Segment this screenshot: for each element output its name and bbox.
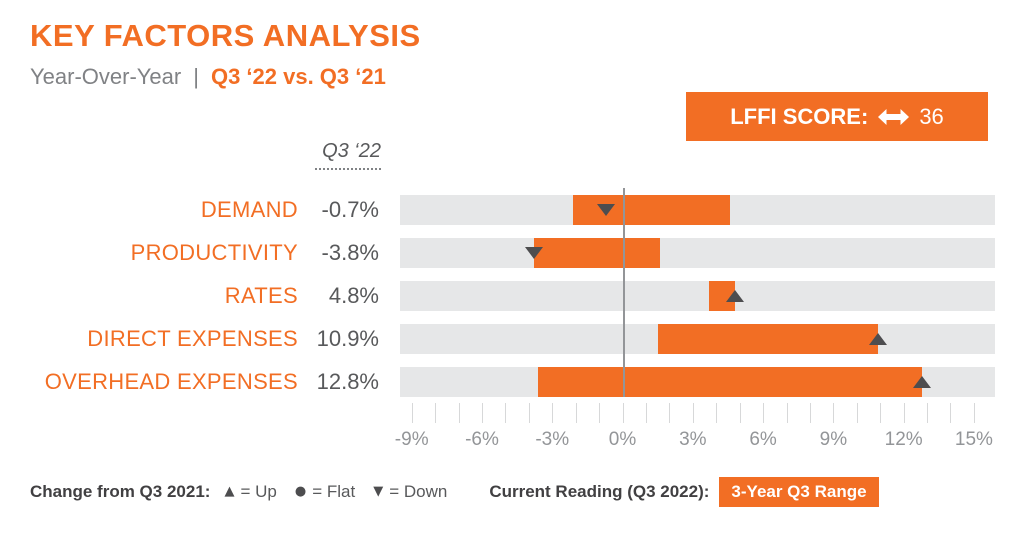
x-axis: -9% -6% -3% 0% 3% 6% 9% 12% 15% — [395, 403, 995, 458]
axis-tick — [435, 403, 437, 423]
range-track — [400, 367, 995, 397]
column-header-text: Q3 ‘22 — [322, 140, 381, 162]
range-track — [400, 195, 995, 225]
axis-tick — [927, 403, 929, 423]
chart-row: DEMAND -0.7% — [30, 195, 995, 225]
chart-row: OVERHEAD EXPENSES 12.8% — [30, 367, 995, 397]
axis-tick — [973, 403, 975, 423]
up-triangle-marker — [868, 333, 887, 345]
axis-tick — [692, 403, 694, 423]
range-track — [400, 281, 995, 311]
axis-tick — [505, 403, 507, 423]
axis-tick — [599, 403, 601, 423]
range-badge: 3-Year Q3 Range — [719, 476, 879, 507]
range-bar — [533, 238, 660, 268]
legend-item: ▼ = Down — [373, 482, 447, 502]
axis-tick-label: 3% — [679, 429, 707, 450]
axis-tick — [575, 403, 577, 423]
circle-icon: ● — [294, 484, 307, 499]
axis-tick-label: -6% — [465, 429, 499, 450]
factor-label: OVERHEAD EXPENSES — [44, 369, 298, 394]
down-triangle-icon: ▼ — [373, 484, 384, 499]
legend-item-text: = Up — [240, 481, 277, 501]
legend-item: ● = Flat — [295, 482, 355, 502]
chart-row: PRODUCTIVITY -3.8% — [30, 238, 995, 268]
range-bar — [538, 367, 923, 397]
axis-tick — [903, 403, 905, 423]
lffi-score-label: LFFI SCORE: — [730, 103, 869, 129]
legend-change-label: Change from Q3 2021: — [30, 481, 211, 501]
subtitle-comparison: Q3 ‘22 vs. Q3 ‘21 — [210, 64, 386, 89]
chart-row: DIRECT EXPENSES 10.9% — [30, 324, 995, 354]
axis-tick — [880, 403, 882, 423]
up-triangle-marker — [725, 290, 744, 302]
axis-tick-label: 6% — [749, 429, 777, 450]
legend-item: ▲ = Up — [224, 482, 276, 502]
factor-current-value: 4.8% — [328, 283, 379, 308]
axis-tick — [856, 403, 858, 423]
chart-row: RATES 4.8% — [30, 281, 995, 311]
axis-tick-label: -3% — [535, 429, 570, 450]
axis-tick — [809, 403, 811, 423]
subtitle-divider: | — [193, 64, 199, 89]
axis-tick-label: 0% — [608, 429, 637, 450]
dotted-rule — [315, 168, 381, 170]
legend-item-text: = Down — [389, 481, 448, 501]
up-triangle-marker — [913, 376, 932, 388]
lffi-score-value: 36 — [919, 103, 944, 129]
factor-current-value: -3.8% — [321, 240, 379, 265]
axis-tick — [950, 403, 952, 423]
factor-current-value: 10.9% — [316, 326, 379, 351]
axis-tick — [528, 403, 530, 423]
factor-label: PRODUCTIVITY — [130, 240, 298, 265]
factor-label: DEMAND — [200, 197, 298, 222]
axis-tick — [786, 403, 788, 423]
axis-tick — [458, 403, 460, 423]
axis-tick-label: 15% — [954, 429, 993, 450]
page-title: KEY FACTORS ANALYSIS — [30, 18, 421, 53]
axis-tick — [716, 403, 718, 423]
zero-axis-line — [622, 188, 625, 397]
axis-tick — [552, 403, 554, 423]
legend-marker-items: ▲ = Up ● = Flat ▼ = Down — [224, 482, 447, 502]
axis-tick-label: 9% — [819, 429, 848, 450]
up-triangle-icon: ▲ — [224, 484, 235, 499]
down-triangle-marker — [524, 247, 543, 259]
range-track — [400, 324, 995, 354]
axis-tick — [622, 403, 624, 423]
chart-rows: DEMAND -0.7% PRODUCTIVITY -3.8% RATES 4.8% DIR… — [30, 188, 995, 410]
factor-label: RATES — [224, 283, 298, 308]
axis-tick — [411, 403, 413, 423]
factor-current-value: 12.8% — [316, 369, 379, 394]
legend-current-label: Current Reading (Q3 2022): — [489, 481, 710, 501]
range-bar — [657, 324, 878, 354]
subtitle-period: Year-Over-Year — [30, 64, 182, 89]
axis-tick — [763, 403, 765, 423]
lffi-score-badge: LFFI SCORE: 36 — [686, 92, 988, 141]
axis-tick — [481, 403, 483, 423]
factor-current-value: -0.7% — [321, 197, 379, 222]
axis-tick — [669, 403, 671, 423]
factor-label: DIRECT EXPENSES — [87, 326, 298, 351]
axis-tick — [833, 403, 835, 423]
column-header-q3-22: Q3 ‘22 — [300, 140, 395, 170]
left-right-arrow-icon — [878, 108, 910, 125]
axis-tick — [645, 403, 647, 423]
axis-tick-label: -9% — [394, 429, 429, 450]
subtitle: Year-Over-Year | Q3 ‘22 vs. Q3 ‘21 — [30, 64, 386, 90]
range-track — [400, 238, 995, 268]
legend-item-text: = Flat — [312, 481, 356, 501]
axis-tick-label: 12% — [884, 429, 923, 450]
down-triangle-marker — [597, 204, 616, 216]
axis-tick — [739, 403, 741, 423]
legend: Change from Q3 2021: ▲ = Up ● = Flat ▼ = Down… — [30, 476, 879, 507]
